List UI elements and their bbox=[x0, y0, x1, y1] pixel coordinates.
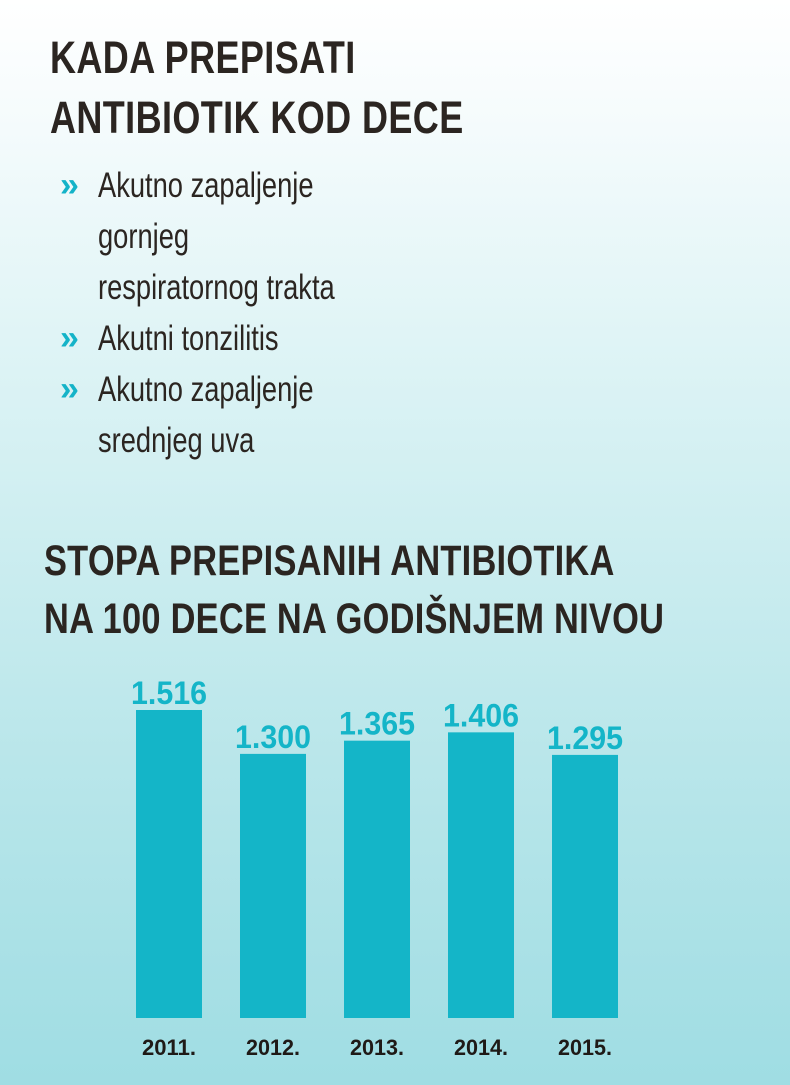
chart-title-line-2: NA 100 DECE NA GODIŠNJEM NIVOU bbox=[44, 595, 665, 643]
value-label: 1.406 bbox=[443, 697, 519, 733]
bar-2013 bbox=[344, 740, 410, 1018]
value-label: 1.300 bbox=[235, 719, 311, 755]
list-item-text: Akutno zapaljenje srednjeg uva bbox=[98, 370, 314, 460]
value-label: 1.295 bbox=[547, 720, 623, 756]
list-item: » Akutni tonzilitis bbox=[60, 313, 518, 364]
list-item-text: Akutno zapaljenje gornjeg respiratornog … bbox=[98, 166, 335, 307]
chart-title: STOPA PREPISANIH ANTIBIOTIKA NA 100 DECE… bbox=[44, 532, 664, 648]
double-chevron-right-icon: » bbox=[60, 370, 79, 408]
title-line-1: KADA PREPISATI bbox=[50, 32, 356, 83]
indication-list: » Akutno zapaljenje gornjeg respiratorno… bbox=[60, 160, 518, 466]
bar-2011 bbox=[136, 710, 202, 1018]
title: KADA PREPISATI ANTIBIOTIK KOD DECE bbox=[50, 28, 464, 148]
x-tick-label: 2012. bbox=[246, 1035, 300, 1060]
x-tick-label: 2011. bbox=[142, 1035, 196, 1060]
double-chevron-right-icon: » bbox=[60, 319, 79, 357]
title-line-2: ANTIBIOTIK KOD DECE bbox=[50, 92, 464, 143]
bar-2012 bbox=[240, 753, 306, 1018]
x-tick-label: 2013. bbox=[350, 1035, 404, 1060]
value-label: 1.516 bbox=[131, 675, 207, 711]
list-item: » Akutno zapaljenje gornjeg respiratorno… bbox=[60, 160, 518, 313]
x-tick-label: 2015. bbox=[558, 1035, 612, 1060]
list-item: » Akutno zapaljenje srednjeg uva bbox=[60, 364, 518, 466]
value-label: 1.365 bbox=[339, 706, 415, 742]
bar-2014 bbox=[448, 732, 514, 1018]
chart-title-line-1: STOPA PREPISANIH ANTIBIOTIKA bbox=[44, 537, 615, 585]
bar-2015 bbox=[552, 754, 618, 1018]
list-item-text: Akutni tonzilitis bbox=[98, 319, 279, 358]
x-tick-label: 2014. bbox=[454, 1035, 508, 1060]
double-chevron-right-icon: » bbox=[60, 166, 79, 204]
